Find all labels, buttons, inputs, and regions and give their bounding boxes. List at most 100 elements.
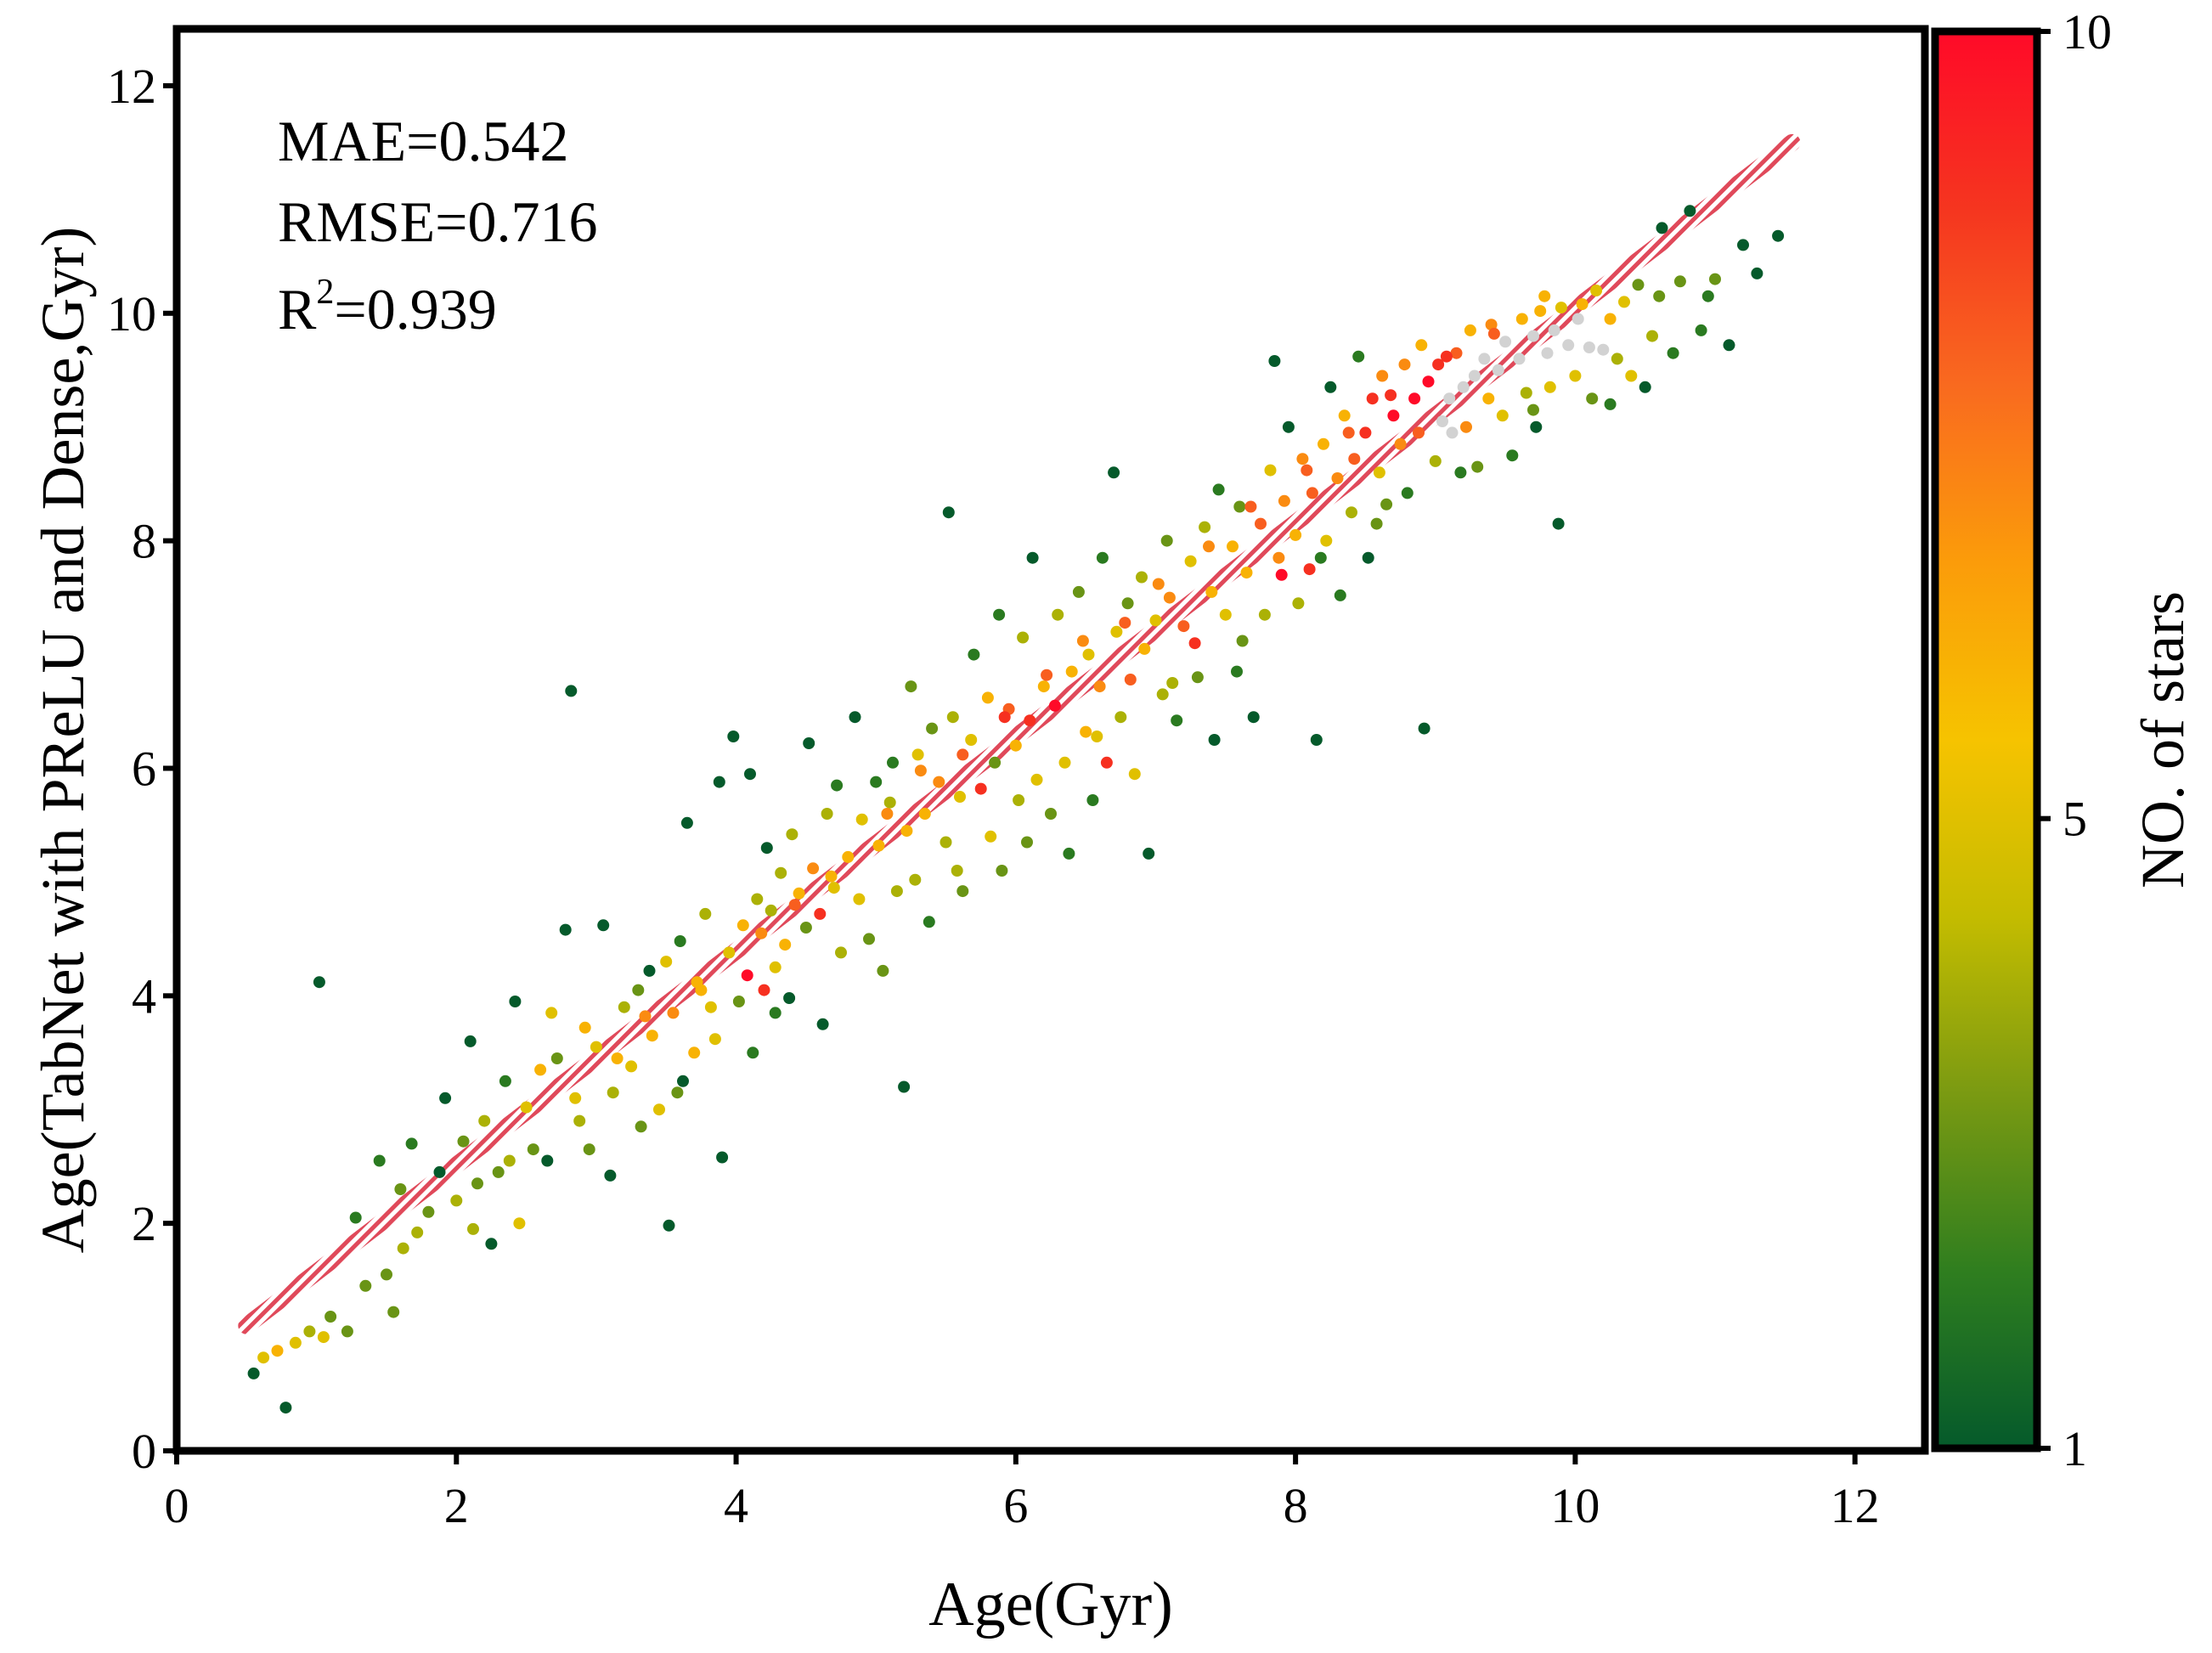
colorbar-tick-label: 5 (2062, 792, 2087, 847)
data-point (1110, 625, 1123, 638)
data-point (968, 648, 980, 661)
colorbar-tick-label: 1 (2062, 1421, 2087, 1476)
data-point (863, 933, 875, 945)
data-point (485, 1238, 498, 1250)
data-point (1709, 273, 1721, 285)
data-point (1268, 355, 1281, 367)
data-point (1082, 648, 1095, 661)
data-point (831, 779, 844, 792)
data-point (341, 1325, 353, 1338)
y-tick-label: 6 (132, 741, 156, 796)
data-point (1072, 585, 1085, 598)
data-point (1485, 319, 1498, 331)
data-point (1432, 358, 1445, 371)
data-point (247, 1367, 260, 1379)
data-point (1212, 483, 1225, 496)
data-point (1515, 313, 1528, 325)
data-point (1413, 426, 1425, 439)
data-point (1527, 403, 1539, 416)
data-point (1373, 466, 1385, 479)
data-point (569, 1092, 582, 1104)
data-point (1191, 671, 1204, 684)
x-axis-label: Age(Gyr) (928, 1570, 1173, 1639)
data-point (1086, 794, 1099, 806)
data-point (760, 842, 773, 855)
data-point (1464, 324, 1476, 336)
data-point (1063, 847, 1075, 860)
data-point (559, 923, 572, 936)
data-point (842, 850, 855, 863)
data-point (635, 1120, 647, 1133)
data-point (699, 907, 712, 920)
data-point (604, 1169, 617, 1182)
data-point (803, 737, 815, 749)
y-tick-label: 2 (132, 1196, 156, 1251)
data-point (1586, 392, 1599, 405)
data-point (1156, 688, 1169, 701)
data-point (573, 1114, 586, 1127)
data-point (985, 830, 997, 843)
colorbar (1931, 27, 2041, 1453)
data-point (926, 722, 939, 735)
data-point (1429, 454, 1442, 467)
data-point (998, 711, 1011, 724)
x-tick-label: 6 (1003, 1478, 1028, 1533)
data-point (1037, 680, 1050, 693)
data-point (1684, 205, 1696, 217)
data-point (1108, 466, 1120, 479)
data-point (716, 1151, 729, 1164)
data-point (821, 808, 833, 820)
data-point (954, 791, 966, 803)
y-axis: 0 2 4 6 8 10 12 (107, 59, 177, 1479)
data-point (1552, 517, 1565, 530)
data-point (1499, 336, 1512, 348)
data-point (422, 1205, 435, 1218)
data-point (1576, 298, 1588, 311)
data-point (695, 984, 708, 996)
data-point (1278, 494, 1290, 507)
data-point (550, 1052, 563, 1064)
data-point (1199, 521, 1211, 533)
data-point (1468, 370, 1481, 382)
data-point (1296, 453, 1309, 465)
data-point (870, 776, 883, 788)
data-point (607, 1086, 619, 1099)
colorbar-tick-label: 10 (2062, 4, 2112, 59)
data-point (1555, 302, 1567, 314)
data-point (499, 1075, 511, 1087)
data-point (1282, 420, 1295, 433)
data-point (769, 961, 782, 973)
data-point (1275, 568, 1288, 581)
data-point (751, 893, 764, 905)
data-point (503, 1154, 516, 1167)
data-point (289, 1336, 302, 1349)
data-point (411, 1226, 424, 1238)
data-point (1348, 453, 1361, 465)
data-point (1618, 296, 1630, 308)
data-point (1597, 343, 1610, 356)
data-point (788, 899, 801, 911)
data-point (405, 1137, 418, 1150)
y-tick-label: 0 (132, 1424, 156, 1479)
data-point (1314, 551, 1327, 564)
data-point (783, 992, 796, 1004)
r2-value: =0.939 (334, 277, 496, 341)
data-point (1583, 341, 1595, 353)
data-point (1021, 836, 1033, 849)
data-point (911, 748, 924, 761)
data-point (1380, 498, 1393, 511)
data-point (1128, 768, 1141, 781)
data-point (450, 1194, 463, 1207)
data-point (1478, 353, 1491, 365)
data-point (1346, 506, 1357, 519)
data-point (956, 748, 969, 761)
data-point (835, 946, 847, 959)
data-point (1471, 460, 1484, 473)
data-point (1188, 637, 1201, 650)
data-point (1136, 571, 1148, 584)
data-point (471, 1177, 483, 1190)
data-point (667, 1007, 680, 1019)
data-point (1387, 409, 1400, 422)
data-point (769, 1007, 782, 1019)
data-point (632, 984, 645, 996)
